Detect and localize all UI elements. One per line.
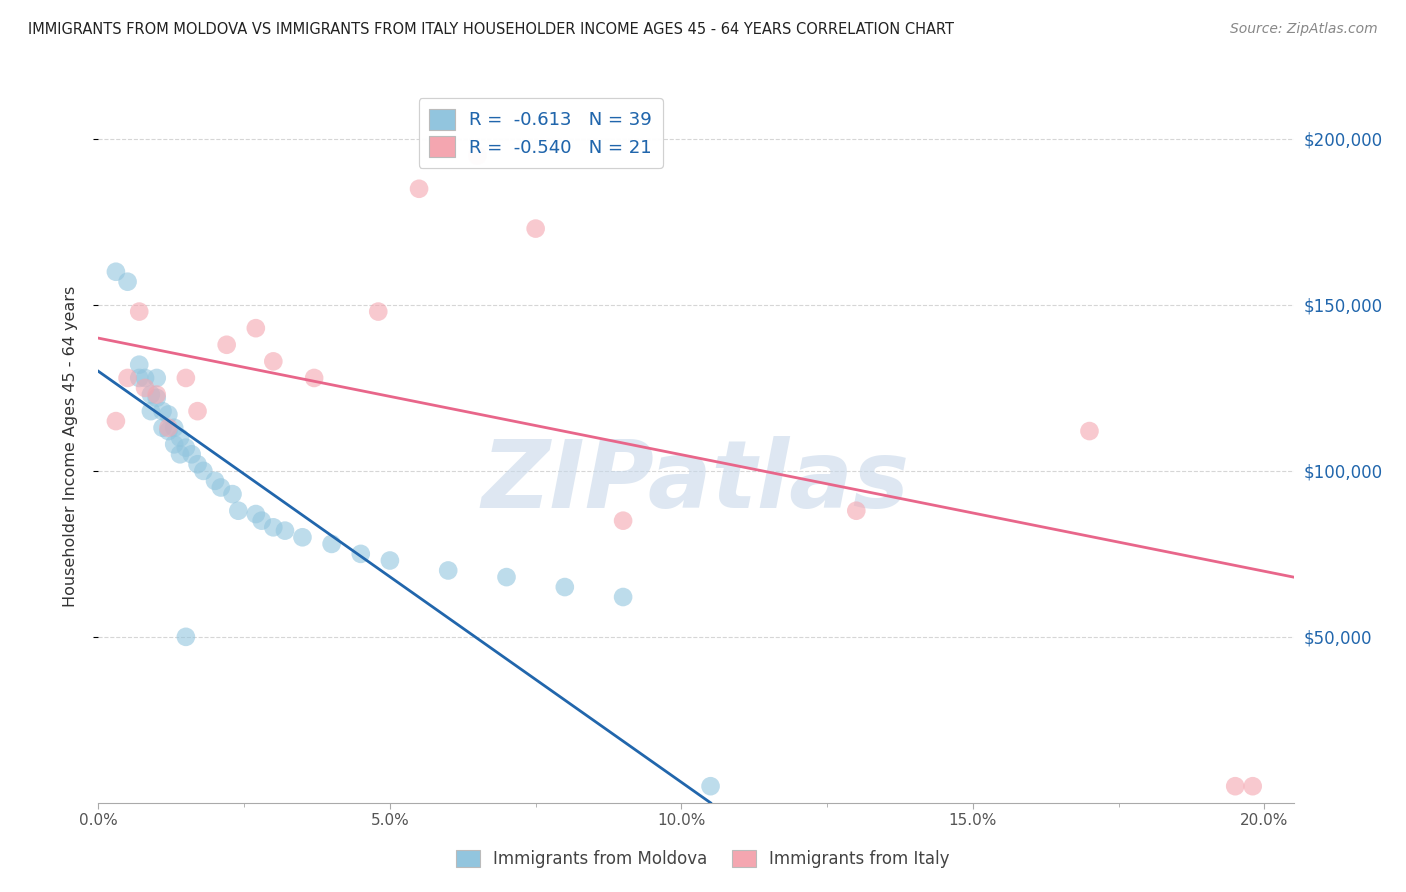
Point: [1225, 779, 1247, 793]
Point: [134, 371, 156, 385]
Point: [367, 304, 389, 318]
Point: [139, 387, 162, 401]
Point: [128, 358, 150, 372]
Point: [152, 404, 174, 418]
Point: [186, 457, 208, 471]
Point: [163, 421, 186, 435]
Point: [321, 537, 343, 551]
Point: [169, 447, 191, 461]
Point: [145, 371, 167, 385]
Point: [104, 265, 127, 279]
Point: [193, 464, 215, 478]
Point: [302, 371, 325, 385]
Point: [262, 520, 284, 534]
Point: [104, 414, 127, 428]
Legend: R =  -0.613   N = 39, R =  -0.540   N = 21: R = -0.613 N = 39, R = -0.540 N = 21: [419, 98, 662, 168]
Point: [174, 371, 197, 385]
Point: [524, 221, 547, 235]
Point: [180, 447, 202, 461]
Point: [845, 504, 868, 518]
Point: [274, 524, 297, 538]
Point: [128, 371, 150, 385]
Point: [163, 437, 186, 451]
Text: IMMIGRANTS FROM MOLDOVA VS IMMIGRANTS FROM ITALY HOUSEHOLDER INCOME AGES 45 - 64: IMMIGRANTS FROM MOLDOVA VS IMMIGRANTS FR…: [28, 22, 955, 37]
Point: [221, 487, 243, 501]
Point: [1241, 779, 1264, 793]
Point: [139, 404, 162, 418]
Legend: Immigrants from Moldova, Immigrants from Italy: Immigrants from Moldova, Immigrants from…: [450, 843, 956, 875]
Point: [128, 304, 150, 318]
Point: [250, 514, 273, 528]
Point: [157, 421, 180, 435]
Point: [228, 504, 250, 518]
Point: [378, 553, 401, 567]
Point: [204, 474, 226, 488]
Point: [612, 590, 634, 604]
Point: [134, 381, 156, 395]
Point: [408, 182, 430, 196]
Point: [209, 481, 232, 495]
Point: [117, 275, 139, 289]
Point: [157, 424, 180, 438]
Point: [186, 404, 208, 418]
Point: [467, 148, 489, 162]
Point: [291, 530, 314, 544]
Point: [145, 387, 167, 401]
Point: [215, 338, 238, 352]
Point: [145, 391, 167, 405]
Point: [554, 580, 576, 594]
Point: [169, 431, 191, 445]
Text: ZIPatlas: ZIPatlas: [482, 435, 910, 528]
Point: [157, 408, 180, 422]
Point: [245, 507, 267, 521]
Y-axis label: Householder Income Ages 45 - 64 years: Householder Income Ages 45 - 64 years: [63, 285, 77, 607]
Point: [152, 421, 174, 435]
Point: [1078, 424, 1101, 438]
Text: Source: ZipAtlas.com: Source: ZipAtlas.com: [1230, 22, 1378, 37]
Point: [495, 570, 517, 584]
Point: [612, 514, 634, 528]
Point: [437, 564, 460, 578]
Point: [174, 441, 197, 455]
Point: [117, 371, 139, 385]
Point: [699, 779, 721, 793]
Point: [174, 630, 197, 644]
Point: [262, 354, 284, 368]
Point: [245, 321, 267, 335]
Point: [350, 547, 373, 561]
